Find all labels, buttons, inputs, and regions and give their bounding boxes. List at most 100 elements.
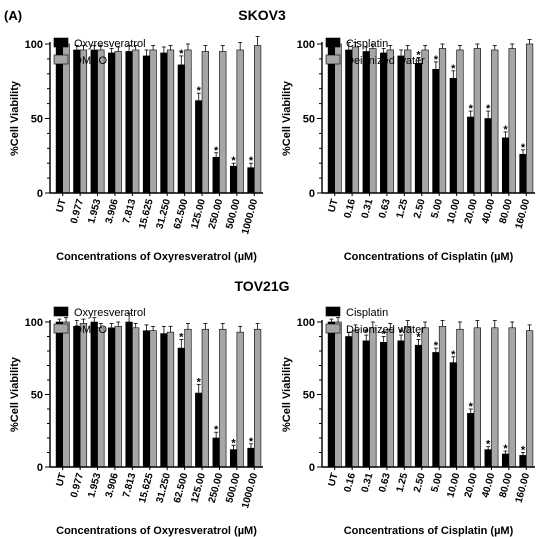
bar-control — [525, 43, 534, 194]
bar-treatment — [467, 116, 475, 194]
chart-skov3-cisplatin: UT 0.16 0.31 0.63 1.25 * 2.50 * 5.00 * 10.00 * 20.00… — [281, 37, 535, 263]
bar-treatment — [177, 64, 185, 194]
x-tick-label: UT — [55, 198, 69, 214]
bar-treatment — [345, 336, 353, 468]
bar-treatment — [432, 352, 440, 468]
significance-star: * — [179, 48, 184, 60]
legend-swatch — [53, 323, 69, 334]
significance-star: * — [399, 327, 404, 339]
bar-treatment — [55, 43, 64, 194]
x-tick-label: 5.00 — [429, 472, 445, 494]
x-tick-label: 5.00 — [429, 198, 445, 220]
bar-treatment — [397, 340, 405, 468]
bar-control — [404, 326, 412, 468]
bar-control — [132, 327, 140, 468]
bar-treatment — [142, 55, 151, 194]
bar-control — [149, 330, 157, 468]
bar-control — [508, 327, 516, 468]
bar-control — [491, 49, 499, 194]
x-tick-label: 15.625 — [137, 472, 156, 505]
bar-control — [334, 43, 342, 194]
bar-treatment — [414, 63, 423, 194]
bar-treatment — [125, 51, 133, 194]
significance-star: * — [416, 331, 421, 343]
bar-control — [351, 46, 360, 194]
x-tick-label: 40.00 — [480, 472, 497, 499]
y-tick-label: 100 — [25, 39, 43, 51]
bar-treatment — [484, 118, 492, 194]
significance-star: * — [434, 54, 439, 66]
bar-control — [236, 49, 244, 194]
bar-control — [201, 51, 209, 194]
bar-treatment — [177, 347, 185, 468]
x-tick-label: UT — [327, 472, 341, 488]
bar-control — [253, 45, 262, 194]
x-tick-label: 0.63 — [377, 198, 393, 220]
bar-control — [184, 328, 192, 468]
bar-control — [456, 328, 464, 468]
x-tick-label: 1000.00 — [240, 472, 260, 510]
y-tick-label: 50 — [303, 114, 315, 126]
significance-star: * — [451, 349, 456, 361]
x-tick-label: 1.25 — [395, 198, 411, 220]
bar-treatment — [212, 156, 220, 194]
significance-star: * — [434, 340, 439, 352]
x-tick-label: UT — [327, 198, 341, 214]
bar-control — [253, 328, 262, 468]
bar-control — [184, 49, 192, 194]
bar-control — [421, 49, 429, 194]
x-tick-label: UT — [55, 472, 69, 488]
bar-treatment — [108, 52, 116, 194]
significance-star: * — [486, 439, 491, 451]
legend-swatch — [53, 37, 69, 48]
bar-treatment — [195, 392, 203, 468]
bar-control — [386, 49, 394, 194]
x-axis-label: Concentrations of Oxyresveratrol (µM) — [56, 251, 257, 263]
x-tick-label: 125.00 — [189, 198, 208, 231]
bar-treatment — [519, 455, 527, 468]
bar-treatment — [327, 321, 336, 468]
x-tick-label: 3.906 — [104, 472, 121, 499]
legend-label: DMSO — [74, 55, 107, 67]
x-tick-label: 15.625 — [137, 198, 156, 231]
x-tick-label: 500.00 — [224, 198, 243, 231]
bar-control — [508, 48, 516, 194]
bar-control — [79, 49, 88, 194]
legend-swatch — [53, 54, 69, 65]
bar-treatment — [160, 333, 168, 468]
significance-star: * — [214, 145, 219, 157]
significance-star: * — [451, 63, 456, 75]
x-tick-label: 2.50 — [412, 198, 428, 220]
bar-control — [351, 330, 360, 468]
y-tick-label: 100 — [25, 317, 43, 329]
x-tick-label: 1.25 — [395, 472, 411, 494]
significance-star: * — [364, 327, 369, 339]
bar-control — [473, 48, 481, 194]
group-title-skov3: SKOV3 — [238, 7, 286, 23]
significance-star: * — [503, 124, 508, 136]
y-tick-label: 0 — [309, 462, 315, 474]
bar-treatment — [519, 153, 527, 194]
bar-control — [97, 327, 105, 468]
x-tick-label: 0.16 — [342, 198, 358, 220]
x-axis-label: Concentrations of Oxyresveratrol (µM) — [56, 525, 257, 537]
y-tick-label: 100 — [297, 39, 315, 51]
bar-treatment — [108, 327, 116, 468]
bar-treatment — [229, 449, 238, 468]
bar-treatment — [362, 51, 370, 194]
x-tick-label: 80.00 — [498, 472, 515, 499]
legend-swatch — [325, 54, 341, 65]
bar-control — [219, 328, 227, 468]
bar-control — [369, 327, 377, 468]
x-axis-label: Concentrations of Cisplatin (µM) — [344, 525, 514, 537]
x-axis-label: Concentrations of Cisplatin (µM) — [344, 251, 514, 263]
x-tick-label: 10.00 — [445, 198, 462, 225]
x-tick-label: 80.00 — [498, 198, 515, 225]
x-tick-label: 250.00 — [207, 198, 226, 231]
significance-star: * — [521, 142, 526, 154]
bar-control — [334, 321, 342, 468]
bar-treatment — [73, 49, 81, 194]
bar-treatment — [212, 437, 220, 468]
legend-label: Cisplatin — [346, 38, 388, 50]
